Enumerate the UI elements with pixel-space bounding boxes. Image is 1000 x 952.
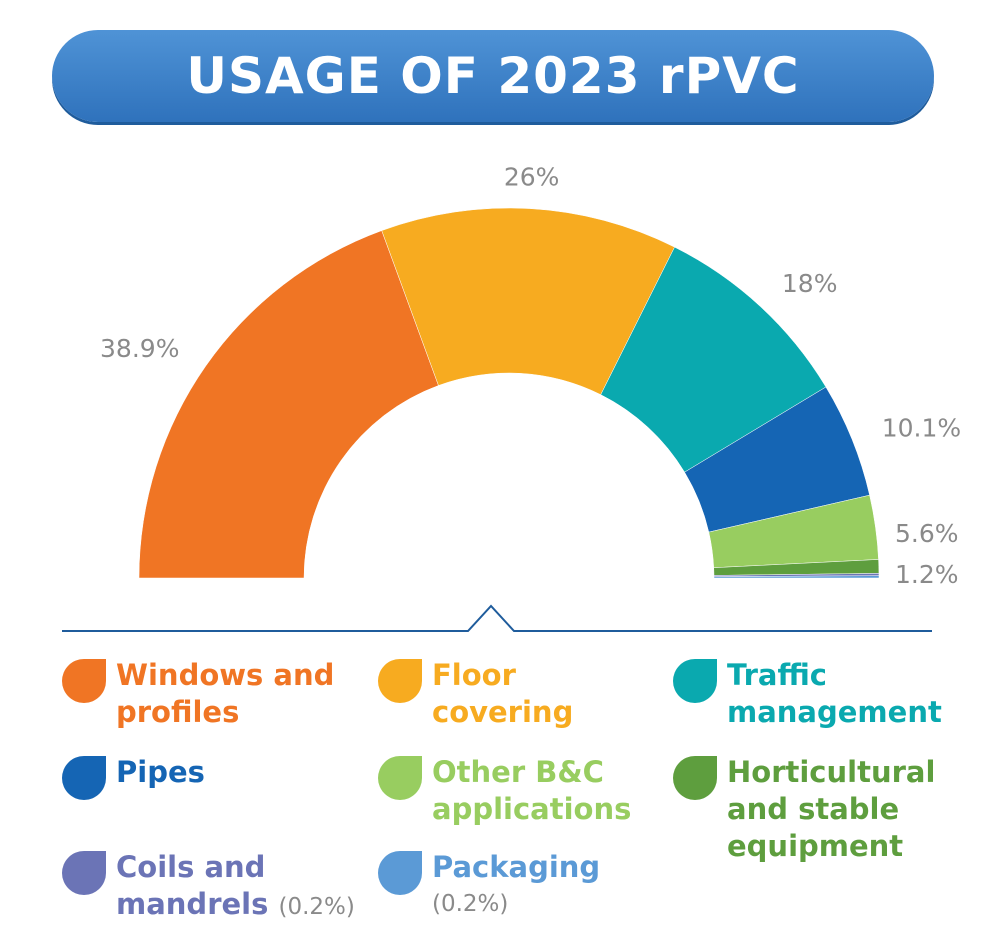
- legend-item-horticultural: Horticultural and stable equipment: [673, 754, 935, 865]
- legend-swatch-packaging: [378, 851, 422, 895]
- slice-label-horticultural-and-stable-equipment: 1.2%: [895, 560, 959, 589]
- legend-swatch-coils: [62, 851, 106, 895]
- slice-label-traffic-management: 18%: [782, 269, 838, 298]
- slice-windows-and-profiles: [138, 230, 439, 579]
- legend-item-windows: Windows and profiles: [62, 657, 334, 731]
- slice-label-windows-and-profiles: 38.9%: [100, 334, 179, 363]
- legend-label-coils: Coils and mandrels (0.2%): [116, 850, 355, 921]
- slice-packaging: [713, 575, 880, 579]
- legend-item-pipes: Pipes: [62, 754, 205, 800]
- legend-item-packaging: Packaging (0.2%): [378, 849, 600, 923]
- legend-sub-packaging: (0.2%): [432, 891, 509, 917]
- legend-sub-coils: (0.2%): [278, 894, 355, 920]
- legend-label-packaging: Packaging (0.2%): [432, 849, 600, 923]
- legend-label-floor: Floor covering: [432, 658, 574, 729]
- legend-swatch-traffic: [673, 659, 717, 703]
- legend-label-traffic: Traffic management: [727, 658, 942, 729]
- legend-item-other-bc: Other B&C applications: [378, 754, 631, 828]
- legend-label-windows: Windows and profiles: [116, 658, 335, 729]
- legend-item-floor: Floor covering: [378, 657, 573, 731]
- chart-title: USAGE OF 2023 rPVC: [186, 47, 800, 105]
- slice-label-pipes: 10.1%: [882, 413, 961, 442]
- slice-label-other-b-c-applications: 5.6%: [895, 519, 959, 548]
- legend-swatch-floor: [378, 659, 422, 703]
- divider-line: [62, 604, 932, 632]
- slice-floor-covering: [381, 207, 675, 396]
- legend-label-other-bc: Other B&C applications: [432, 755, 632, 826]
- legend-swatch-horticultural: [673, 756, 717, 800]
- legend-swatch-windows: [62, 659, 106, 703]
- legend-swatch-pipes: [62, 756, 106, 800]
- title-banner: USAGE OF 2023 rPVC: [52, 30, 934, 122]
- legend-label-pipes: Pipes: [116, 755, 205, 789]
- legend-item-traffic: Traffic management: [673, 657, 942, 731]
- legend-swatch-other-bc: [378, 756, 422, 800]
- legend-label-horticultural: Horticultural and stable equipment: [727, 755, 936, 863]
- legend-item-coils: Coils and mandrels (0.2%): [62, 849, 355, 926]
- slice-label-floor-covering: 26%: [504, 163, 560, 192]
